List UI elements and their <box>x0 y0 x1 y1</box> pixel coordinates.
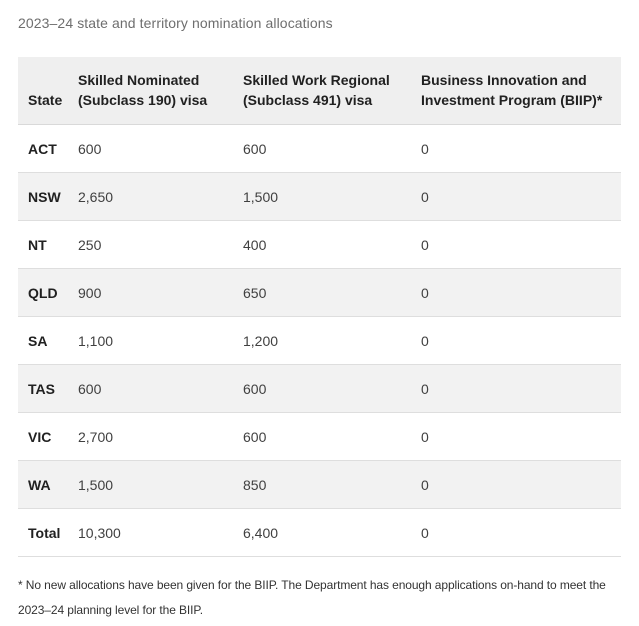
state-cell: QLD <box>18 268 68 317</box>
state-cell: ACT <box>18 124 68 173</box>
column-header-subclass-491: Skilled Work Regional (Subclass 491) vis… <box>233 57 411 125</box>
table-body: ACT 600 600 0 NSW 2,650 1,500 0 NT 250 4… <box>18 124 621 557</box>
subclass-491-cell: 1,500 <box>233 172 411 221</box>
table-row-total: Total 10,300 6,400 0 <box>18 508 621 557</box>
state-cell: Total <box>18 508 68 557</box>
subclass-491-cell: 600 <box>233 412 411 461</box>
table-footnote: * No new allocations have been given for… <box>18 578 606 617</box>
biip-cell: 0 <box>411 412 621 461</box>
biip-cell: 0 <box>411 364 621 413</box>
biip-cell: 0 <box>411 124 621 173</box>
state-cell: NSW <box>18 172 68 221</box>
subclass-190-cell: 1,100 <box>68 316 233 365</box>
table-row-vic: VIC 2,700 600 0 <box>18 412 621 461</box>
subclass-190-cell: 600 <box>68 364 233 413</box>
biip-cell: 0 <box>411 268 621 317</box>
header-row: State Skilled Nominated (Subclass 190) v… <box>18 57 621 125</box>
column-header-subclass-190: Skilled Nominated (Subclass 190) visa <box>68 57 233 125</box>
subclass-491-cell: 6,400 <box>233 508 411 557</box>
subclass-190-cell: 900 <box>68 268 233 317</box>
column-header-state: State <box>18 57 68 125</box>
subclass-190-cell: 2,650 <box>68 172 233 221</box>
table-row-nt: NT 250 400 0 <box>18 220 621 269</box>
state-cell: VIC <box>18 412 68 461</box>
column-header-biip: Business Innovation and Investment Progr… <box>411 57 621 125</box>
subclass-190-cell: 250 <box>68 220 233 269</box>
subclass-491-cell: 600 <box>233 364 411 413</box>
subclass-190-cell: 600 <box>68 124 233 173</box>
subclass-190-cell: 2,700 <box>68 412 233 461</box>
table-row-tas: TAS 600 600 0 <box>18 364 621 413</box>
allocations-table: State Skilled Nominated (Subclass 190) v… <box>18 57 621 557</box>
state-cell: NT <box>18 220 68 269</box>
subclass-491-cell: 600 <box>233 124 411 173</box>
state-cell: TAS <box>18 364 68 413</box>
subclass-491-cell: 650 <box>233 268 411 317</box>
subclass-190-cell: 10,300 <box>68 508 233 557</box>
table-row-qld: QLD 900 650 0 <box>18 268 621 317</box>
table-row-nsw: NSW 2,650 1,500 0 <box>18 172 621 221</box>
table-row-wa: WA 1,500 850 0 <box>18 460 621 509</box>
table-row-sa: SA 1,100 1,200 0 <box>18 316 621 365</box>
table-header: State Skilled Nominated (Subclass 190) v… <box>18 57 621 125</box>
subclass-491-cell: 400 <box>233 220 411 269</box>
table-row-act: ACT 600 600 0 <box>18 124 621 173</box>
subclass-491-cell: 1,200 <box>233 316 411 365</box>
biip-cell: 0 <box>411 508 621 557</box>
biip-cell: 0 <box>411 220 621 269</box>
subclass-190-cell: 1,500 <box>68 460 233 509</box>
state-cell: SA <box>18 316 68 365</box>
biip-cell: 0 <box>411 316 621 365</box>
state-cell: WA <box>18 460 68 509</box>
biip-cell: 0 <box>411 172 621 221</box>
biip-cell: 0 <box>411 460 621 509</box>
table-caption: 2023–24 state and territory nomination a… <box>18 15 333 31</box>
subclass-491-cell: 850 <box>233 460 411 509</box>
